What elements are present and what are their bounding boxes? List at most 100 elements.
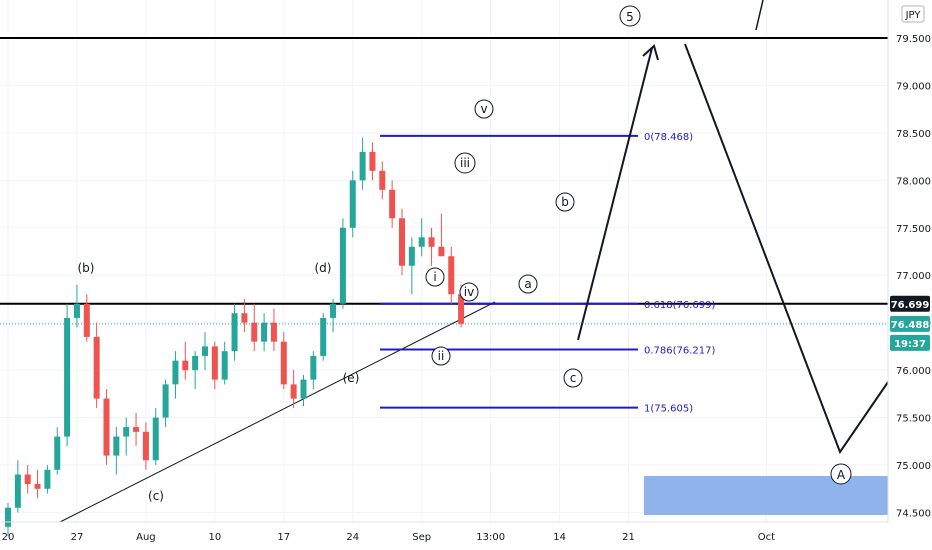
wave-label-e-paren: (e) <box>343 371 360 385</box>
wave-labels: (b) (c) (d) (e) i ii iii iv v a b c 5 A <box>78 5 852 503</box>
plot-background <box>0 0 888 522</box>
x-tick-label: 24 <box>346 532 359 543</box>
wave-label-i: i <box>433 270 436 284</box>
candle-body <box>14 474 21 508</box>
candle-body <box>182 360 189 371</box>
candle-body <box>290 384 297 399</box>
candle-body <box>44 469 51 489</box>
wave-label-iv: iv <box>464 285 474 299</box>
y-tick-label: 79.000 <box>896 81 931 92</box>
wave-label-A: A <box>837 468 846 482</box>
candle-body <box>379 170 386 190</box>
x-tick-label: 17 <box>277 532 290 543</box>
candle-body <box>399 218 405 266</box>
x-tick-label: Aug <box>136 532 156 543</box>
y-tick-label: 78.000 <box>896 176 931 187</box>
candle-body <box>34 484 41 489</box>
x-tick-label: 27 <box>71 532 84 543</box>
wave-label-a: a <box>524 277 531 291</box>
y-tick-label: 77.000 <box>896 271 931 282</box>
candle-body <box>152 417 159 461</box>
trendline <box>59 301 496 523</box>
target-zone <box>644 476 888 515</box>
fib-level-label: 0(78.468) <box>644 132 693 143</box>
candle-body <box>428 237 435 247</box>
currency-label: JPY <box>905 10 922 21</box>
wave-label-v: v <box>480 102 487 116</box>
candle-body <box>5 507 11 527</box>
candles <box>5 137 465 537</box>
wave-label-b-paren: (b) <box>78 261 95 275</box>
candle-body <box>24 474 31 485</box>
candle-body <box>64 317 71 437</box>
candle-body <box>103 398 110 456</box>
candle-body <box>83 303 90 337</box>
price-tag-label: 76.699 <box>891 300 930 311</box>
x-tick-label: 10 <box>208 532 221 543</box>
candle-body <box>408 246 415 266</box>
candle-body <box>211 346 218 380</box>
y-tick-label: 79.500 <box>896 34 931 45</box>
candle-body <box>192 355 199 371</box>
candle-body <box>202 346 208 356</box>
price-tag <box>890 334 930 351</box>
fibonacci-retracement: 0(78.468) 0.618(76.699) 0.786(76.217) 1(75.… <box>380 132 716 415</box>
x-tick-label: Oct <box>758 532 775 543</box>
fib-level-label: 1(75.605) <box>644 404 693 415</box>
candle-body <box>162 384 169 418</box>
candle-body <box>54 436 61 470</box>
y-tick-label: 74.500 <box>896 509 931 520</box>
price-tag-label: 76.488 <box>891 320 930 331</box>
wave-label-iii: iii <box>460 156 470 170</box>
wave-label-ii: ii <box>438 349 445 363</box>
candle-body <box>280 341 287 385</box>
x-tick-label: 14 <box>553 532 566 543</box>
candle-body <box>123 427 130 437</box>
x-tick-label: Sep <box>412 532 431 543</box>
price-tag <box>890 315 930 332</box>
candle-body <box>320 317 327 356</box>
candle-body <box>270 322 277 342</box>
y-tick-label: 75.000 <box>896 461 931 472</box>
candle-body <box>231 313 238 352</box>
candle-body <box>73 303 80 318</box>
candle-body <box>438 246 445 257</box>
candle-body <box>458 294 465 324</box>
candle-body <box>251 322 258 342</box>
candle-body <box>241 313 248 323</box>
wave-label-5: 5 <box>626 10 634 24</box>
currency-badge[interactable] <box>901 5 925 23</box>
candle-body <box>172 360 179 385</box>
candle-body <box>349 180 356 228</box>
candle-body <box>142 431 149 461</box>
wave-label-c: c <box>570 371 577 385</box>
candle-body <box>310 355 317 380</box>
candle-body <box>261 322 268 342</box>
candle-body <box>330 303 337 318</box>
candle-body <box>418 237 425 247</box>
y-tick-label: 75.500 <box>896 414 931 425</box>
wave-label-b: b <box>561 195 569 209</box>
candle-body <box>133 427 140 432</box>
x-tick-label: 21 <box>622 532 635 543</box>
wave-label-c-paren: (c) <box>148 489 164 503</box>
y-tick-label: 78.500 <box>896 129 931 140</box>
candle-body <box>113 436 120 456</box>
x-tick-label: 13:00 <box>476 532 505 543</box>
candle-body <box>448 256 455 295</box>
candle-body <box>221 351 228 380</box>
projection-path <box>577 0 889 455</box>
price-axis[interactable]: JPY 79.500 79.000 78.500 78.000 77.500 77.000… <box>887 0 932 522</box>
candle-body <box>339 227 346 304</box>
fib-level-label: 0.786(76.217) <box>644 346 716 357</box>
candle-body <box>369 151 376 171</box>
x-tick-label: 20 <box>2 532 15 543</box>
candle-body <box>93 336 100 399</box>
candle-body <box>300 379 307 399</box>
y-tick-label: 76.000 <box>896 366 931 377</box>
time-axis[interactable]: 20 27 Aug 10 17 24 Sep 13:00 14 21 Oct <box>0 521 888 543</box>
candle-body <box>359 151 366 181</box>
price-tag-label: 19:37 <box>894 339 926 350</box>
y-tick-label: 77.500 <box>896 224 931 235</box>
